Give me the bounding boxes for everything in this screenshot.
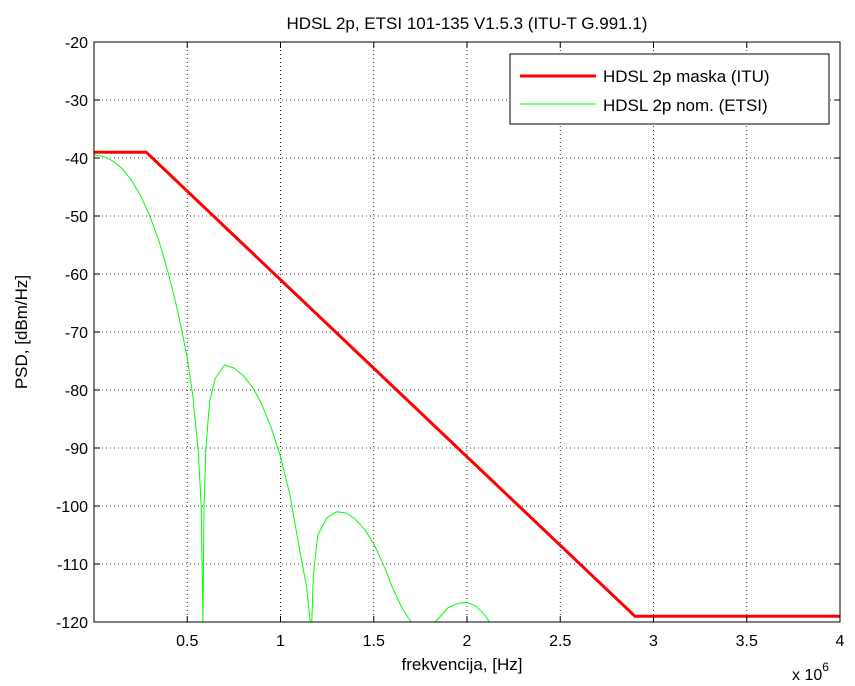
- x-tick-label: 2: [463, 633, 472, 650]
- series-line-1: [93, 154, 490, 623]
- y-tick-label: -120: [56, 615, 88, 632]
- x-axis-exponent-power: 6: [822, 660, 829, 674]
- grid: [94, 42, 840, 622]
- legend-label-1: HDSL 2p nom. (ETSI): [603, 96, 768, 115]
- legend: HDSL 2p maska (ITU) HDSL 2p nom. (ETSI): [509, 53, 830, 125]
- x-tick-label: 1: [276, 633, 285, 650]
- x-tick-label: 3: [649, 633, 658, 650]
- chart-title: HDSL 2p, ETSI 101-135 V1.5.3 (ITU-T G.99…: [287, 14, 648, 33]
- y-tick-label: -60: [65, 267, 88, 284]
- y-tick-label: -40: [65, 151, 88, 168]
- legend-box: [509, 53, 830, 125]
- x-tick-label: 4: [836, 633, 845, 650]
- x-axis-label: frekvencija, [Hz]: [402, 655, 523, 674]
- y-tick-label: -80: [65, 383, 88, 400]
- series-line-0: [94, 150, 840, 618]
- x-axis-exponent-prefix: x 10: [792, 667, 822, 684]
- x-axis-exponent: x 106: [792, 660, 829, 684]
- axis-ticks: 0.5 1 1.5 2 2.5 3 3.5 4 -120 -110 -100 -90 -80 -70 -60…: [56, 35, 845, 650]
- x-tick-label: 0.5: [176, 633, 198, 650]
- y-tick-label: -90: [65, 441, 88, 458]
- y-tick-label: -100: [56, 499, 88, 516]
- x-tick-label: 1.5: [363, 633, 385, 650]
- y-tick-label: -30: [65, 93, 88, 110]
- y-tick-label: -70: [65, 325, 88, 342]
- x-tick-label: 3.5: [736, 633, 758, 650]
- y-tick-label: -50: [65, 209, 88, 226]
- legend-label-0: HDSL 2p maska (ITU): [603, 67, 770, 86]
- x-tick-label: 2.5: [549, 633, 571, 650]
- y-axis-label: PSD, [dBm/Hz]: [12, 275, 31, 389]
- y-tick-label: -20: [65, 35, 88, 52]
- y-tick-label: -110: [57, 557, 88, 574]
